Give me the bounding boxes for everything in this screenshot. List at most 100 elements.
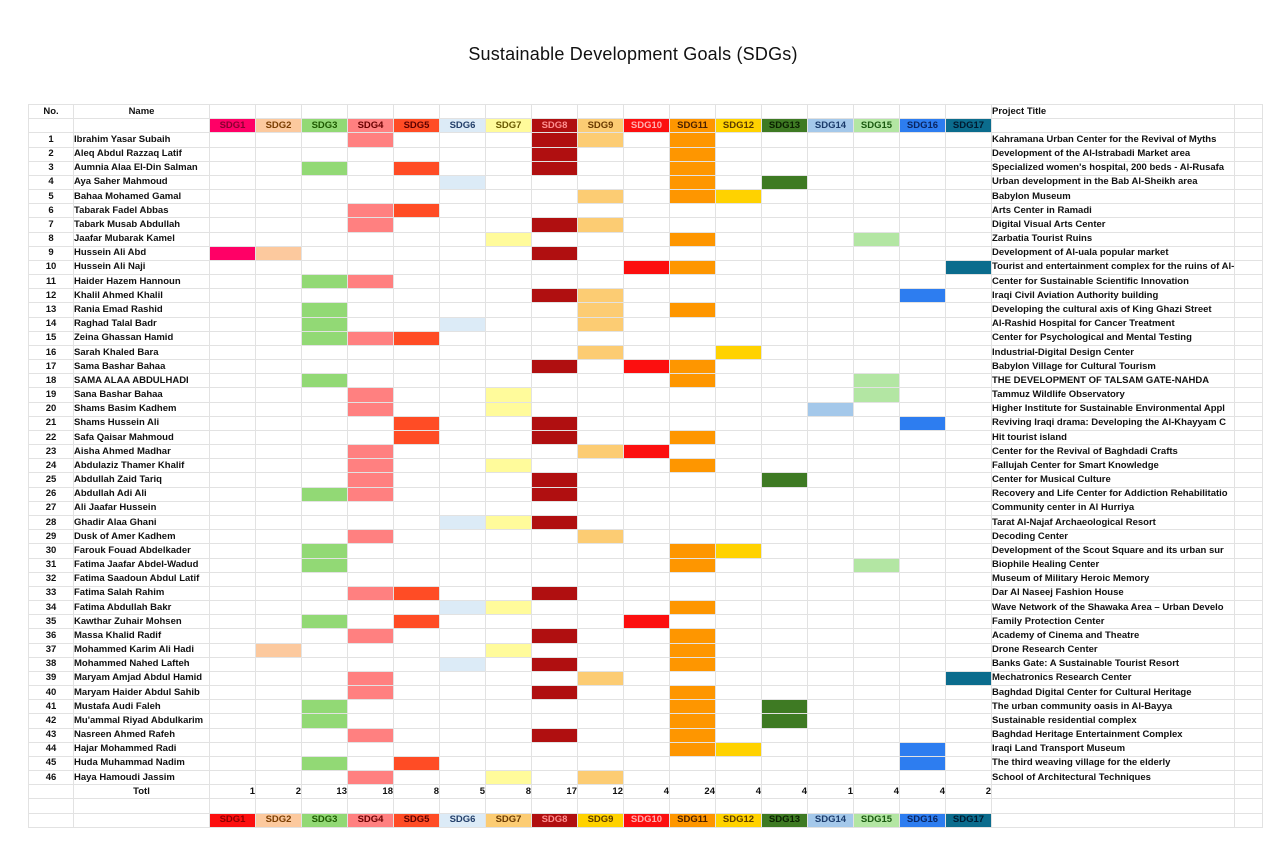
- sdg-cell[interactable]: [945, 231, 992, 247]
- sdg-cell[interactable]: [945, 713, 992, 729]
- sdg-cell[interactable]: [715, 415, 762, 431]
- empty-cell[interactable]: [1234, 203, 1264, 219]
- empty-cell[interactable]: [531, 798, 578, 814]
- sdg-cell[interactable]: [945, 571, 992, 587]
- sdg-cell[interactable]: [301, 614, 348, 630]
- sdg-cell[interactable]: [853, 670, 900, 687]
- sdg-cell[interactable]: [531, 514, 578, 531]
- student-name-cell[interactable]: Ibrahim Yasar Subaih: [73, 132, 210, 148]
- sdg-cell[interactable]: [255, 585, 302, 602]
- sdg-cell[interactable]: [577, 770, 624, 786]
- sdg-cell[interactable]: [209, 344, 256, 361]
- sdg-cell[interactable]: [761, 373, 808, 389]
- sdg-cell[interactable]: [209, 203, 256, 219]
- sdg-cell[interactable]: [393, 231, 440, 247]
- sdg-cell[interactable]: [485, 529, 532, 545]
- sdg-cell[interactable]: [439, 373, 486, 389]
- project-title-cell[interactable]: Al-Rashid Hospital for Cancer Treatment: [990, 316, 1236, 332]
- sdg-cell[interactable]: [669, 755, 716, 772]
- sdg-cell[interactable]: [301, 189, 348, 205]
- sdg-label-cell[interactable]: SDG8: [531, 118, 578, 134]
- sdg-cell[interactable]: [209, 529, 256, 545]
- empty-cell[interactable]: [301, 103, 348, 120]
- sdg-cell[interactable]: [807, 146, 854, 162]
- sdg-cell[interactable]: [439, 174, 486, 191]
- empty-cell[interactable]: [1234, 103, 1264, 120]
- sdg-cell[interactable]: [301, 670, 348, 687]
- project-title-cell[interactable]: Development of the Al-Istrabadi Market a…: [990, 146, 1236, 162]
- sdg-cell[interactable]: [301, 458, 348, 474]
- sdg-cell[interactable]: [255, 727, 302, 743]
- sdg-cell[interactable]: [347, 529, 394, 545]
- sdg-cell[interactable]: [577, 316, 624, 332]
- sdg-cell[interactable]: [715, 755, 762, 772]
- sdg-cell[interactable]: [761, 472, 808, 488]
- sdg-cell[interactable]: [715, 770, 762, 786]
- sdg-total-cell[interactable]: 2: [945, 784, 992, 800]
- sdg-legend-cell[interactable]: SDG7: [485, 812, 532, 828]
- sdg-cell[interactable]: [255, 557, 302, 573]
- project-title-cell[interactable]: Digital Visual Arts Center: [990, 217, 1236, 233]
- sdg-cell[interactable]: [347, 174, 394, 191]
- sdg-cell[interactable]: [761, 444, 808, 460]
- sdg-cell[interactable]: [531, 741, 578, 757]
- sdg-cell[interactable]: [807, 514, 854, 531]
- sdg-cell[interactable]: [899, 727, 946, 743]
- sdg-cell[interactable]: [531, 274, 578, 290]
- sdg-cell[interactable]: [439, 514, 486, 531]
- sdg-cell[interactable]: [669, 259, 716, 276]
- empty-cell[interactable]: [1234, 614, 1264, 630]
- empty-cell[interactable]: [990, 798, 1236, 814]
- sdg-cell[interactable]: [945, 373, 992, 389]
- sdg-cell[interactable]: [623, 174, 670, 191]
- sdg-cell[interactable]: [899, 656, 946, 672]
- sdg-cell[interactable]: [715, 231, 762, 247]
- sdg-cell[interactable]: [577, 415, 624, 431]
- sdg-cell[interactable]: [209, 415, 256, 431]
- sdg-cell[interactable]: [807, 614, 854, 630]
- sdg-cell[interactable]: [853, 628, 900, 644]
- project-title-cell[interactable]: Developing the cultural axis of King Gha…: [990, 302, 1236, 318]
- sdg-cell[interactable]: [531, 401, 578, 417]
- sdg-cell[interactable]: [715, 685, 762, 701]
- sdg-cell[interactable]: [899, 160, 946, 176]
- sdg-cell[interactable]: [439, 543, 486, 559]
- sdg-cell[interactable]: [761, 330, 808, 346]
- sdg-cell[interactable]: [623, 146, 670, 162]
- sdg-cell[interactable]: [439, 387, 486, 403]
- student-name-cell[interactable]: Khalil Ahmed Khalil: [73, 288, 210, 304]
- sdg-cell[interactable]: [761, 288, 808, 304]
- sdg-cell[interactable]: [715, 274, 762, 290]
- sdg-legend-cell[interactable]: SDG16: [899, 812, 946, 828]
- sdg-cell[interactable]: [945, 543, 992, 559]
- sdg-cell[interactable]: [623, 259, 670, 276]
- sdg-cell[interactable]: [255, 571, 302, 587]
- sdg-cell[interactable]: [301, 543, 348, 559]
- empty-cell[interactable]: [1234, 585, 1264, 602]
- sdg-cell[interactable]: [807, 189, 854, 205]
- sdg-cell[interactable]: [853, 514, 900, 531]
- empty-cell[interactable]: [28, 118, 74, 134]
- sdg-legend-cell[interactable]: SDG11: [669, 812, 716, 828]
- empty-cell[interactable]: [1234, 500, 1264, 516]
- sdg-total-cell[interactable]: 4: [853, 784, 900, 800]
- sdg-cell[interactable]: [485, 458, 532, 474]
- row-number-cell[interactable]: 31: [28, 557, 74, 573]
- empty-cell[interactable]: [899, 103, 946, 120]
- empty-cell[interactable]: [439, 103, 486, 120]
- sdg-cell[interactable]: [669, 160, 716, 176]
- sdg-cell[interactable]: [807, 415, 854, 431]
- sdg-cell[interactable]: [623, 288, 670, 304]
- sdg-total-cell[interactable]: 17: [531, 784, 578, 800]
- sdg-cell[interactable]: [439, 529, 486, 545]
- sdg-cell[interactable]: [255, 415, 302, 431]
- sdg-cell[interactable]: [209, 685, 256, 701]
- row-number-cell[interactable]: 14: [28, 316, 74, 332]
- sdg-cell[interactable]: [853, 302, 900, 318]
- sdg-cell[interactable]: [715, 571, 762, 587]
- empty-cell[interactable]: [1234, 656, 1264, 672]
- empty-cell[interactable]: [347, 103, 394, 120]
- sdg-cell[interactable]: [209, 174, 256, 191]
- sdg-cell[interactable]: [761, 713, 808, 729]
- sdg-cell[interactable]: [945, 217, 992, 233]
